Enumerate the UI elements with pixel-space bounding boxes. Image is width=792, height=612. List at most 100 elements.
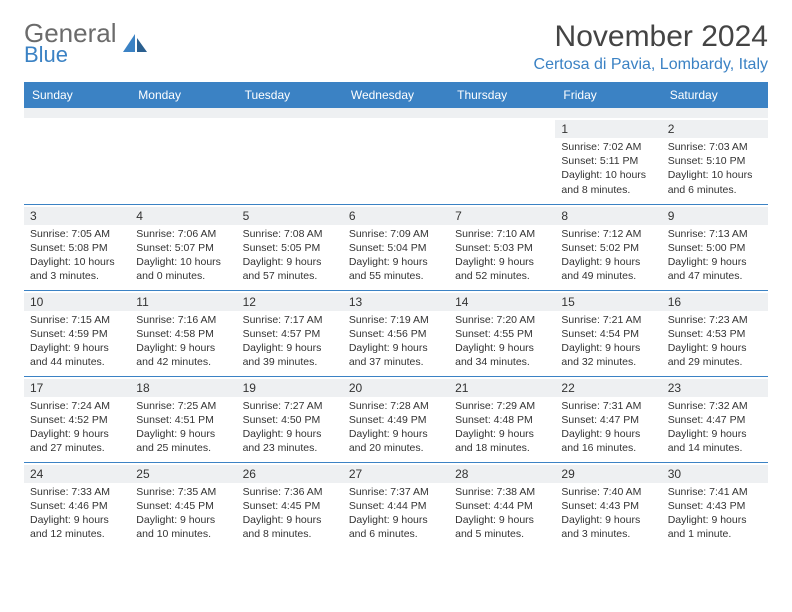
calendar-day-cell: 6 Sunrise: 7:09 AMSunset: 5:04 PMDaylight…: [343, 204, 449, 290]
weekday-header: Saturday: [662, 82, 768, 108]
weekday-header: Monday: [130, 82, 236, 108]
day-info: Sunrise: 7:28 AMSunset: 4:49 PMDaylight:…: [349, 399, 443, 456]
calendar-day-cell: [237, 118, 343, 204]
day-number: 3: [24, 207, 130, 225]
day-info: Sunrise: 7:02 AMSunset: 5:11 PMDaylight:…: [561, 140, 655, 197]
day-number: 7: [449, 207, 555, 225]
calendar-day-cell: 29Sunrise: 7:40 AMSunset: 4:43 PMDayligh…: [555, 462, 661, 548]
calendar-day-cell: 3 Sunrise: 7:05 AMSunset: 5:08 PMDaylight…: [24, 204, 130, 290]
day-info: Sunrise: 7:19 AMSunset: 4:56 PMDaylight:…: [349, 313, 443, 370]
calendar-day-cell: [24, 118, 130, 204]
day-info: Sunrise: 7:32 AMSunset: 4:47 PMDaylight:…: [668, 399, 762, 456]
day-number: 22: [555, 379, 661, 397]
day-number: 24: [24, 465, 130, 483]
day-info: Sunrise: 7:15 AMSunset: 4:59 PMDaylight:…: [30, 313, 124, 370]
day-number: 2: [662, 120, 768, 138]
day-number: 27: [343, 465, 449, 483]
calendar-day-cell: 2 Sunrise: 7:03 AMSunset: 5:10 PMDaylight…: [662, 118, 768, 204]
weekday-header-row: Sunday Monday Tuesday Wednesday Thursday…: [24, 82, 768, 108]
calendar-day-cell: [449, 118, 555, 204]
day-info: Sunrise: 7:23 AMSunset: 4:53 PMDaylight:…: [668, 313, 762, 370]
day-info: Sunrise: 7:21 AMSunset: 4:54 PMDaylight:…: [561, 313, 655, 370]
day-info: Sunrise: 7:29 AMSunset: 4:48 PMDaylight:…: [455, 399, 549, 456]
day-info: Sunrise: 7:13 AMSunset: 5:00 PMDaylight:…: [668, 227, 762, 284]
calendar-day-cell: 24 Sunrise: 7:33 AMSunset: 4:46 PMDayligh…: [24, 462, 130, 548]
day-number: 6: [343, 207, 449, 225]
day-number: 9: [662, 207, 768, 225]
day-info: Sunrise: 7:27 AMSunset: 4:50 PMDaylight:…: [243, 399, 337, 456]
day-info: Sunrise: 7:31 AMSunset: 4:47 PMDaylight:…: [561, 399, 655, 456]
day-number: 17: [24, 379, 130, 397]
day-number: 29: [555, 465, 661, 483]
day-number: 5: [237, 207, 343, 225]
calendar-day-cell: 26 Sunrise: 7:36 AMSunset: 4:45 PMDayligh…: [237, 462, 343, 548]
spacer-row: [24, 108, 768, 118]
calendar-day-cell: 4 Sunrise: 7:06 AMSunset: 5:07 PMDaylight…: [130, 204, 236, 290]
calendar-day-cell: 5 Sunrise: 7:08 AMSunset: 5:05 PMDaylight…: [237, 204, 343, 290]
weekday-header: Sunday: [24, 82, 130, 108]
day-info: Sunrise: 7:05 AMSunset: 5:08 PMDaylight:…: [30, 227, 124, 284]
day-number: 13: [343, 293, 449, 311]
month-title: November 2024: [534, 20, 768, 54]
day-info: Sunrise: 7:33 AMSunset: 4:46 PMDaylight:…: [30, 485, 124, 542]
calendar-day-cell: 13 Sunrise: 7:19 AMSunset: 4:56 PMDayligh…: [343, 290, 449, 376]
day-info: Sunrise: 7:35 AMSunset: 4:45 PMDaylight:…: [136, 485, 230, 542]
calendar-day-cell: [130, 118, 236, 204]
location-subtitle: Certosa di Pavia, Lombardy, Italy: [534, 56, 768, 74]
calendar-day-cell: 30Sunrise: 7:41 AMSunset: 4:43 PMDayligh…: [662, 462, 768, 548]
calendar-day-cell: 9 Sunrise: 7:13 AMSunset: 5:00 PMDaylight…: [662, 204, 768, 290]
calendar-day-cell: 21 Sunrise: 7:29 AMSunset: 4:48 PMDayligh…: [449, 376, 555, 462]
calendar-day-cell: 7Sunrise: 7:10 AMSunset: 5:03 PMDaylight…: [449, 204, 555, 290]
calendar-day-cell: 11 Sunrise: 7:16 AMSunset: 4:58 PMDayligh…: [130, 290, 236, 376]
day-number: 4: [130, 207, 236, 225]
weekday-header: Thursday: [449, 82, 555, 108]
calendar-week-row: 1Sunrise: 7:02 AMSunset: 5:11 PMDaylight…: [24, 118, 768, 204]
calendar-week-row: 24 Sunrise: 7:33 AMSunset: 4:46 PMDayligh…: [24, 462, 768, 548]
calendar-day-cell: 12Sunrise: 7:17 AMSunset: 4:57 PMDayligh…: [237, 290, 343, 376]
calendar-day-cell: 22 Sunrise: 7:31 AMSunset: 4:47 PMDayligh…: [555, 376, 661, 462]
day-info: Sunrise: 7:25 AMSunset: 4:51 PMDaylight:…: [136, 399, 230, 456]
calendar-week-row: 3 Sunrise: 7:05 AMSunset: 5:08 PMDaylight…: [24, 204, 768, 290]
day-number: 11: [130, 293, 236, 311]
calendar-day-cell: 28Sunrise: 7:38 AMSunset: 4:44 PMDayligh…: [449, 462, 555, 548]
calendar-day-cell: 8 Sunrise: 7:12 AMSunset: 5:02 PMDaylight…: [555, 204, 661, 290]
day-number: 26: [237, 465, 343, 483]
day-info: Sunrise: 7:16 AMSunset: 4:58 PMDaylight:…: [136, 313, 230, 370]
title-block: November 2024 Certosa di Pavia, Lombardy…: [534, 20, 768, 74]
day-number: 25: [130, 465, 236, 483]
day-info: Sunrise: 7:17 AMSunset: 4:57 PMDaylight:…: [243, 313, 337, 370]
calendar-day-cell: 25 Sunrise: 7:35 AMSunset: 4:45 PMDayligh…: [130, 462, 236, 548]
calendar-day-cell: 23 Sunrise: 7:32 AMSunset: 4:47 PMDayligh…: [662, 376, 768, 462]
day-info: Sunrise: 7:06 AMSunset: 5:07 PMDaylight:…: [136, 227, 230, 284]
calendar-day-cell: 27 Sunrise: 7:37 AMSunset: 4:44 PMDayligh…: [343, 462, 449, 548]
calendar-day-cell: 19Sunrise: 7:27 AMSunset: 4:50 PMDayligh…: [237, 376, 343, 462]
day-info: Sunrise: 7:36 AMSunset: 4:45 PMDaylight:…: [243, 485, 337, 542]
brand-text: General Blue: [24, 20, 117, 66]
calendar-day-cell: 10 Sunrise: 7:15 AMSunset: 4:59 PMDayligh…: [24, 290, 130, 376]
calendar-day-cell: 17 Sunrise: 7:24 AMSunset: 4:52 PMDayligh…: [24, 376, 130, 462]
day-info: Sunrise: 7:12 AMSunset: 5:02 PMDaylight:…: [561, 227, 655, 284]
day-info: Sunrise: 7:08 AMSunset: 5:05 PMDaylight:…: [243, 227, 337, 284]
day-number: 28: [449, 465, 555, 483]
calendar-day-cell: 16 Sunrise: 7:23 AMSunset: 4:53 PMDayligh…: [662, 290, 768, 376]
day-number: 15: [555, 293, 661, 311]
brand-logo: General Blue: [24, 20, 149, 66]
day-number: 30: [662, 465, 768, 483]
calendar-day-cell: 1Sunrise: 7:02 AMSunset: 5:11 PMDaylight…: [555, 118, 661, 204]
day-info: Sunrise: 7:03 AMSunset: 5:10 PMDaylight:…: [668, 140, 762, 197]
day-number: 10: [24, 293, 130, 311]
calendar-body: 1Sunrise: 7:02 AMSunset: 5:11 PMDaylight…: [24, 108, 768, 548]
calendar-day-cell: 14 Sunrise: 7:20 AMSunset: 4:55 PMDayligh…: [449, 290, 555, 376]
day-number: 23: [662, 379, 768, 397]
day-info: Sunrise: 7:37 AMSunset: 4:44 PMDaylight:…: [349, 485, 443, 542]
day-number: 8: [555, 207, 661, 225]
day-info: Sunrise: 7:09 AMSunset: 5:04 PMDaylight:…: [349, 227, 443, 284]
day-number: 16: [662, 293, 768, 311]
calendar-day-cell: 15 Sunrise: 7:21 AMSunset: 4:54 PMDayligh…: [555, 290, 661, 376]
day-info: Sunrise: 7:20 AMSunset: 4:55 PMDaylight:…: [455, 313, 549, 370]
day-number: 21: [449, 379, 555, 397]
day-number: 14: [449, 293, 555, 311]
day-info: Sunrise: 7:24 AMSunset: 4:52 PMDaylight:…: [30, 399, 124, 456]
weekday-header: Tuesday: [237, 82, 343, 108]
calendar-day-cell: [343, 118, 449, 204]
